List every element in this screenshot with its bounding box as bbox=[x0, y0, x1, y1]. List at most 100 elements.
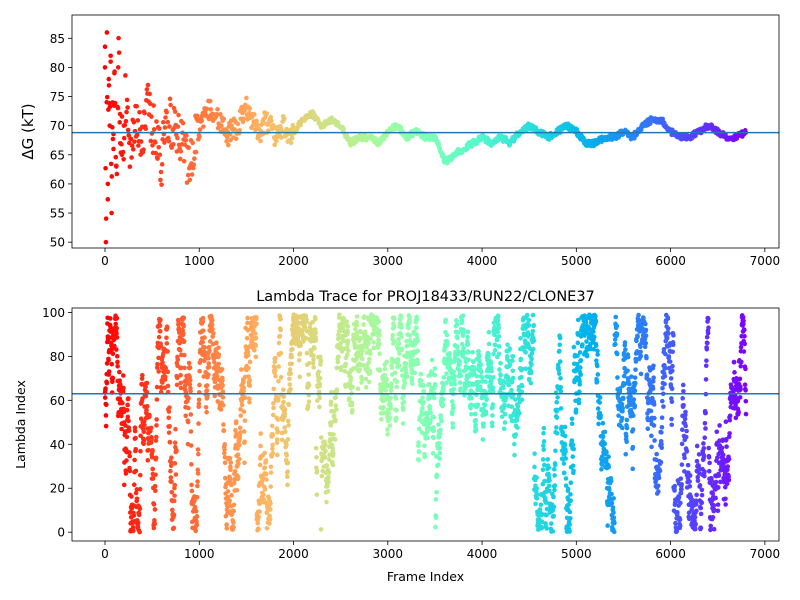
lambda-point bbox=[271, 405, 276, 411]
lambda-point bbox=[314, 492, 320, 498]
lambda-point bbox=[388, 406, 394, 411]
lambda-point bbox=[232, 469, 238, 474]
lambda-point bbox=[168, 468, 173, 474]
lambda-point bbox=[403, 370, 409, 376]
lambda-point bbox=[526, 317, 532, 323]
lambda-point bbox=[242, 374, 248, 380]
lambda-point bbox=[222, 460, 228, 466]
lambda-point bbox=[271, 401, 276, 406]
lambda-point bbox=[306, 399, 312, 404]
lambda-point bbox=[699, 487, 705, 493]
lambda-point bbox=[540, 457, 546, 462]
lambda-point bbox=[479, 375, 485, 380]
lambda-point bbox=[563, 456, 569, 461]
lambda-point bbox=[498, 373, 504, 378]
lambda-point bbox=[247, 377, 252, 383]
lambda-point bbox=[594, 363, 600, 369]
lambda-point bbox=[529, 362, 534, 367]
lambda-point bbox=[326, 474, 331, 480]
lambda-point bbox=[551, 504, 557, 510]
delta-g-point bbox=[232, 127, 237, 132]
lambda-point bbox=[305, 404, 311, 409]
lambda-point bbox=[168, 475, 174, 480]
delta-g-point bbox=[187, 177, 193, 183]
lambda-point bbox=[415, 338, 420, 344]
lambda-point bbox=[498, 360, 503, 366]
lambda-point bbox=[545, 457, 550, 462]
lambda-point bbox=[383, 388, 389, 393]
lambda-point bbox=[169, 507, 175, 513]
lambda-point bbox=[738, 386, 743, 392]
lambda-point bbox=[562, 424, 568, 430]
delta-g-point bbox=[121, 135, 127, 141]
lambda-point bbox=[503, 395, 509, 400]
lambda-point bbox=[253, 335, 259, 341]
lambda-point bbox=[359, 380, 364, 385]
lambda-point bbox=[600, 434, 606, 440]
lambda-point bbox=[706, 455, 712, 460]
lambda-point bbox=[568, 498, 573, 503]
lambda-point bbox=[376, 319, 382, 324]
lambda-point bbox=[678, 490, 684, 496]
lambda-point bbox=[207, 348, 212, 354]
lambda-point bbox=[241, 379, 246, 384]
lambda-point bbox=[165, 349, 170, 354]
lambda-point bbox=[385, 427, 390, 432]
lambda-point bbox=[275, 429, 280, 434]
lambda-point bbox=[166, 415, 172, 421]
lambda-point bbox=[368, 336, 373, 342]
lambda-point bbox=[679, 487, 684, 492]
lambda-point bbox=[176, 326, 182, 331]
lambda-point bbox=[704, 358, 709, 363]
lambda-point bbox=[377, 367, 383, 372]
lambda-point bbox=[454, 322, 460, 327]
lambda-point bbox=[103, 413, 109, 418]
delta-g-point bbox=[189, 172, 195, 177]
lambda-point bbox=[295, 335, 301, 341]
lambda-point bbox=[110, 375, 116, 381]
lambda-point bbox=[153, 472, 158, 478]
lambda-point bbox=[163, 374, 168, 380]
lambda-point bbox=[242, 439, 247, 444]
lambda-point bbox=[326, 479, 331, 485]
lambda-point bbox=[371, 345, 377, 351]
lambda-point bbox=[561, 461, 567, 466]
y-tick-label: 75 bbox=[50, 90, 65, 104]
lambda-point bbox=[679, 462, 685, 467]
lambda-point bbox=[194, 522, 200, 528]
lambda-point bbox=[665, 316, 671, 321]
lambda-point bbox=[275, 452, 280, 458]
lambda-point bbox=[139, 376, 145, 381]
lambda-point bbox=[200, 328, 206, 333]
lambda-point bbox=[724, 481, 730, 487]
lambda-point bbox=[470, 349, 475, 355]
lambda-point bbox=[285, 437, 291, 442]
delta-g-point bbox=[259, 122, 264, 128]
lambda-point bbox=[173, 426, 178, 432]
lambda-point bbox=[272, 368, 278, 374]
lambda-point bbox=[570, 442, 576, 448]
delta-g-point bbox=[109, 210, 114, 216]
lambda-point bbox=[425, 435, 430, 441]
delta-g-point bbox=[264, 111, 270, 117]
lambda-point bbox=[554, 399, 560, 405]
delta-g-point bbox=[207, 98, 213, 104]
lambda-point bbox=[669, 416, 674, 422]
lambda-point bbox=[157, 328, 163, 334]
lambda-point bbox=[220, 383, 225, 388]
lambda-point bbox=[194, 514, 200, 519]
lambda-point bbox=[316, 369, 322, 375]
delta-g-point bbox=[119, 141, 124, 147]
lambda-point bbox=[329, 442, 335, 448]
lambda-point bbox=[117, 369, 122, 375]
lambda-point bbox=[607, 487, 612, 493]
lambda-point bbox=[201, 374, 207, 379]
lambda-point bbox=[532, 451, 537, 456]
lambda-point bbox=[488, 361, 494, 366]
delta-g-point bbox=[208, 107, 214, 112]
lambda-point bbox=[189, 462, 194, 467]
delta-g-point bbox=[225, 142, 231, 148]
delta-g-point bbox=[221, 116, 227, 122]
lambda-point bbox=[418, 378, 424, 384]
lambda-point bbox=[416, 457, 422, 463]
